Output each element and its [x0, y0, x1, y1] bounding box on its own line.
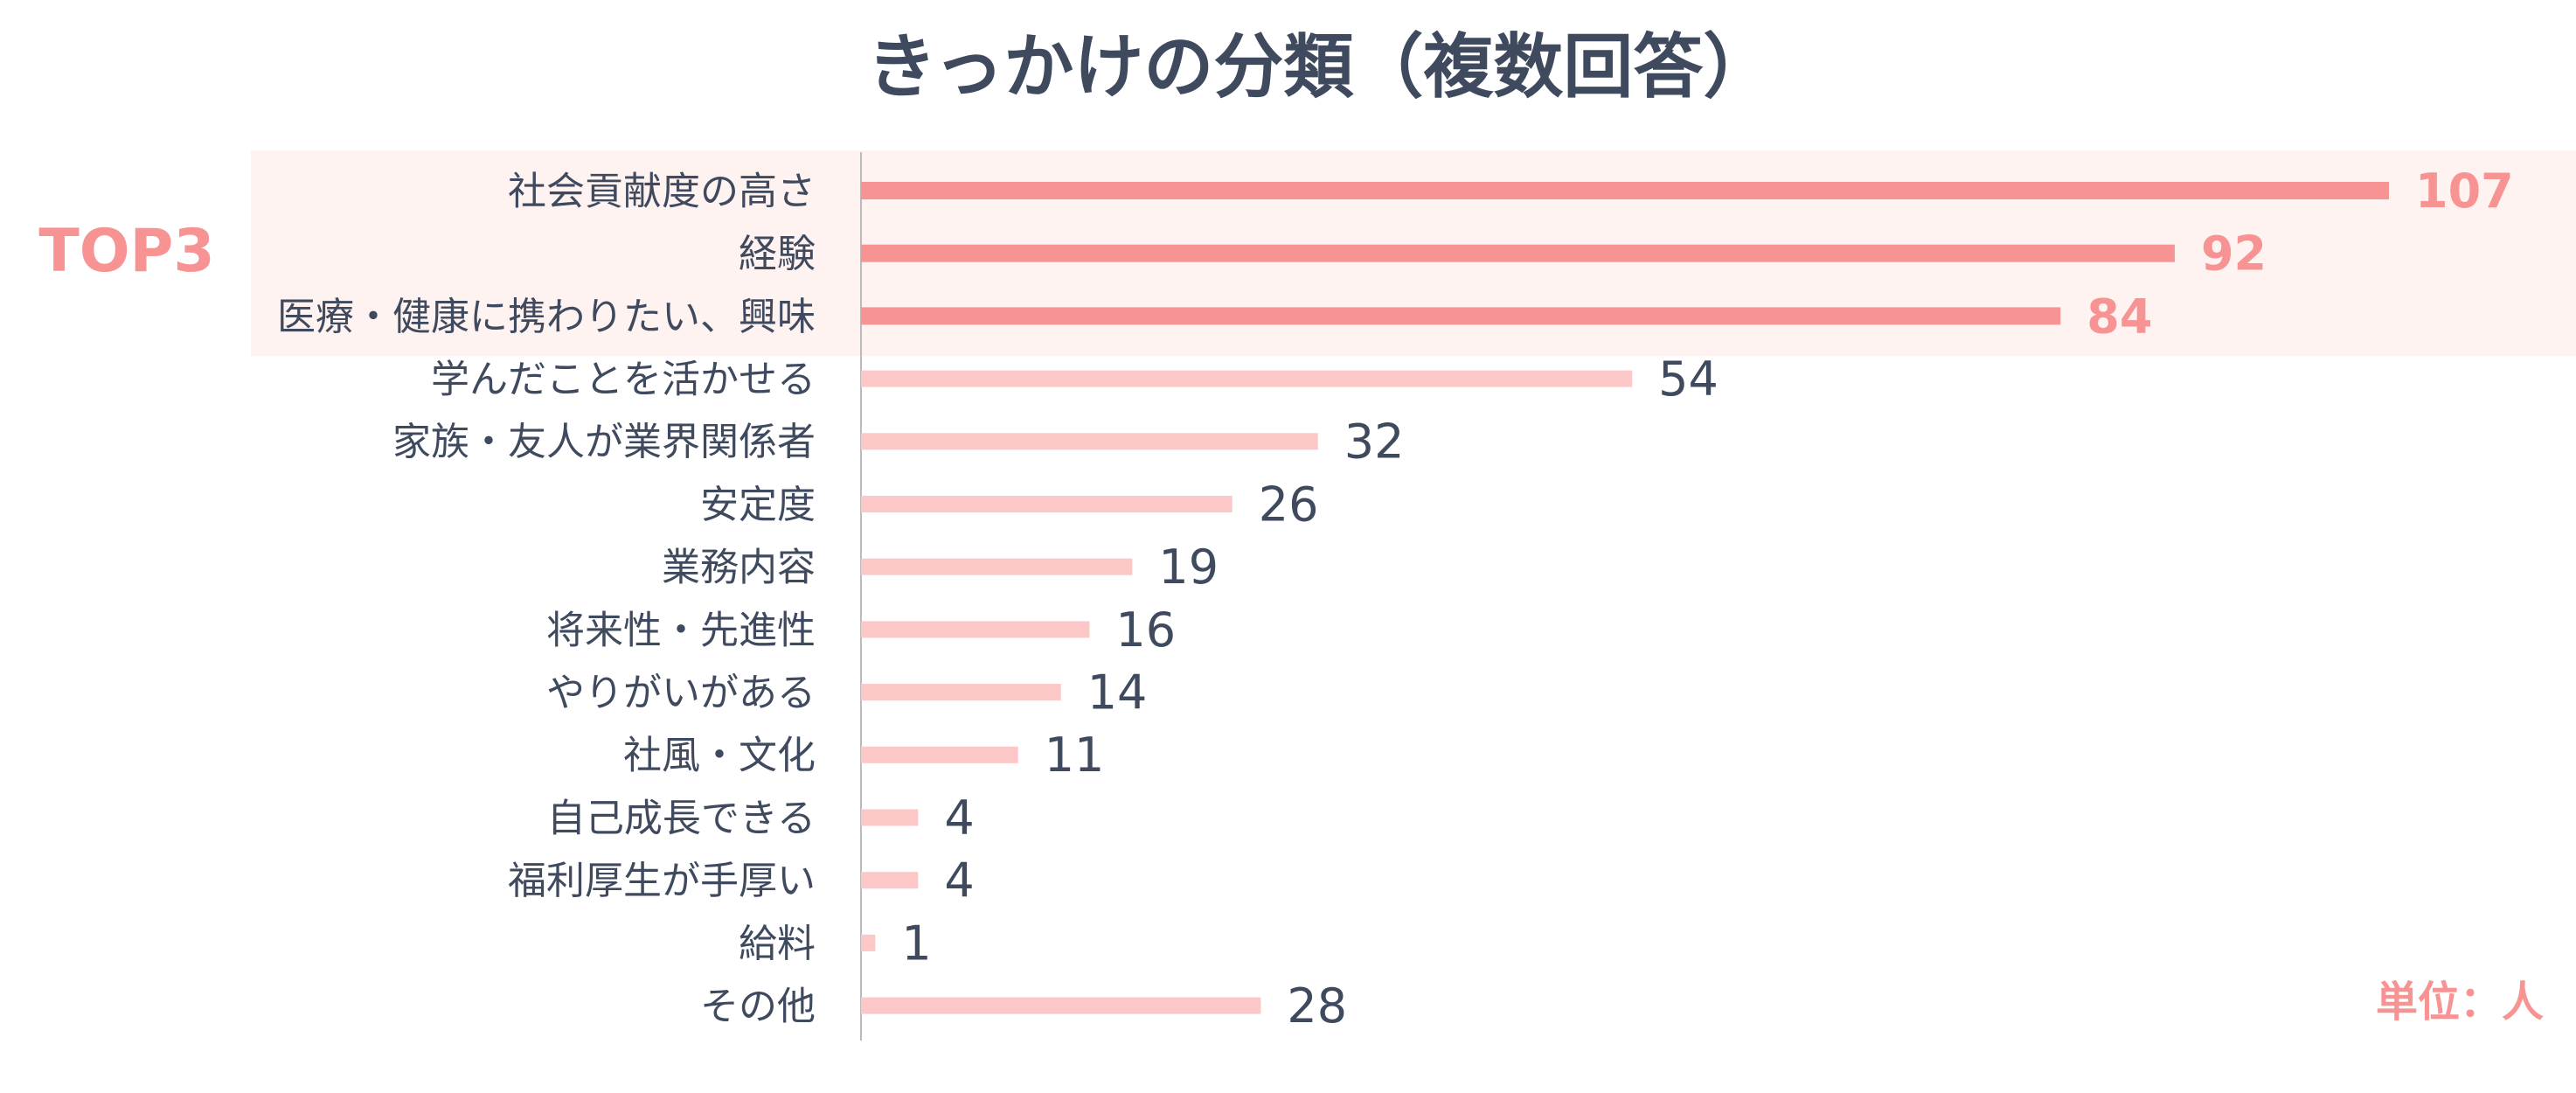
bar: [861, 872, 919, 889]
bar: [861, 433, 1318, 450]
value-label: 1: [901, 915, 931, 971]
bar: [861, 746, 1018, 763]
unit-label: 単位：人: [2376, 978, 2544, 1027]
bar: [861, 809, 919, 826]
category-label: 安定度: [700, 483, 816, 527]
chart-title: きっかけの分類（複数回答）: [867, 26, 1774, 108]
category-label: 経験: [739, 232, 816, 276]
value-label: 92: [2201, 226, 2267, 282]
category-label: 医療・健康に携わりたい、興味: [277, 295, 816, 339]
value-label: 19: [1158, 540, 1219, 595]
bar-layer: 社会貢献度の高さ 107 経験 92 医療・健康に携わりたい、興味 84 学んだことを活かせ…: [277, 164, 2514, 1034]
bar: [861, 558, 1133, 575]
value-label: 11: [1045, 728, 1105, 783]
category-label: 福利厚生が手厚い: [508, 859, 816, 903]
category-label: 家族・友人が業界関係者: [392, 420, 816, 464]
bar: [861, 307, 2061, 325]
category-label: やりがいがある: [546, 671, 816, 715]
value-label: 4: [944, 790, 974, 846]
bar: [861, 496, 1232, 512]
value-label: 26: [1259, 477, 1319, 532]
value-label: 16: [1115, 602, 1176, 658]
category-label: 業務内容: [662, 546, 816, 590]
value-label: 107: [2415, 164, 2514, 219]
top3-label: TOP3: [38, 217, 214, 286]
category-label: その他: [700, 985, 816, 1029]
value-label: 32: [1344, 414, 1405, 470]
bar: [861, 182, 2389, 199]
category-label: 社会貢献度の高さ: [508, 169, 816, 213]
bar: [861, 684, 1061, 701]
bar: [861, 621, 1090, 638]
category-label: 学んだことを活かせる: [431, 358, 816, 402]
bar: [861, 370, 1633, 387]
value-label: 54: [1658, 352, 1718, 407]
value-label: 4: [944, 853, 974, 909]
value-label: 84: [2086, 289, 2152, 344]
category-label: 給料: [739, 922, 816, 966]
bar: [861, 934, 876, 951]
value-label: 28: [1287, 978, 1347, 1034]
category-label: 自己成長できる: [547, 796, 816, 840]
value-label: 14: [1087, 665, 1148, 721]
category-label: 将来性・先進性: [546, 608, 816, 652]
category-label: 社風・文化: [623, 734, 816, 778]
bar: [861, 997, 1261, 1014]
bar: [861, 244, 2175, 262]
